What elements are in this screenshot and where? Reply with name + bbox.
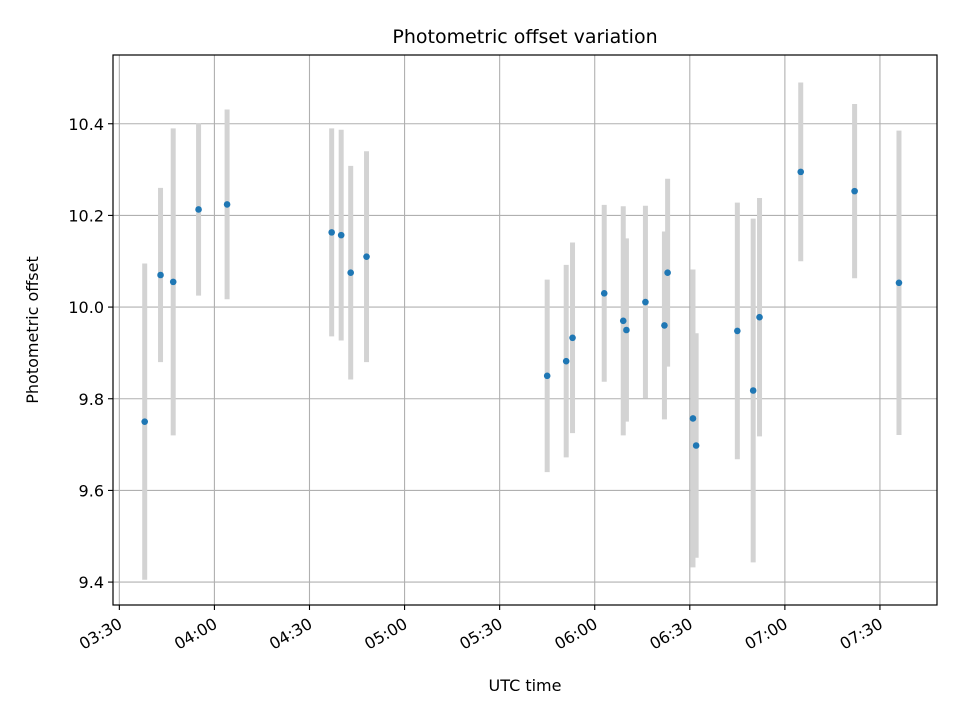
- y-axis: 9.4 9.6 9.8 10.0 10.2 10.4: [68, 115, 113, 592]
- data-point: [619, 317, 627, 325]
- data-point: [642, 298, 649, 306]
- data-point: [543, 372, 551, 380]
- data-point: [797, 168, 805, 176]
- data-point: [895, 279, 903, 287]
- y-tick-label: 10.0: [68, 298, 104, 317]
- data-point: [692, 442, 700, 449]
- data-point: [664, 269, 671, 277]
- data-point: [347, 269, 354, 277]
- data-point: [734, 327, 741, 335]
- data-point: [141, 418, 148, 425]
- data-point: [851, 187, 858, 195]
- plot-area-frame: [112, 54, 938, 606]
- y-axis-label: Photometric offset: [23, 256, 42, 404]
- grid: [113, 55, 937, 605]
- data-point: [749, 387, 757, 394]
- x-axis-label: UTC time: [489, 676, 562, 695]
- y-tick-label: 9.4: [79, 573, 104, 592]
- y-tick-label: 10.2: [68, 206, 104, 225]
- data-point: [223, 201, 231, 208]
- y-tick-label: 9.6: [79, 481, 104, 500]
- data-point: [562, 357, 570, 365]
- data-point: [337, 231, 345, 239]
- data-point: [623, 326, 630, 334]
- data-points: [141, 168, 903, 449]
- data-point: [661, 322, 668, 329]
- data-point: [689, 415, 697, 422]
- chart-title: Photometric offset variation: [392, 26, 657, 48]
- data-point: [363, 253, 370, 260]
- data-point: [157, 271, 164, 279]
- data-point: [569, 334, 576, 342]
- data-point: [328, 229, 335, 236]
- y-tick-label: 9.8: [79, 390, 104, 409]
- data-point: [169, 278, 177, 286]
- data-point: [756, 313, 763, 321]
- data-point: [195, 206, 202, 213]
- data-point: [600, 290, 608, 297]
- y-tick-label: 10.4: [68, 115, 104, 134]
